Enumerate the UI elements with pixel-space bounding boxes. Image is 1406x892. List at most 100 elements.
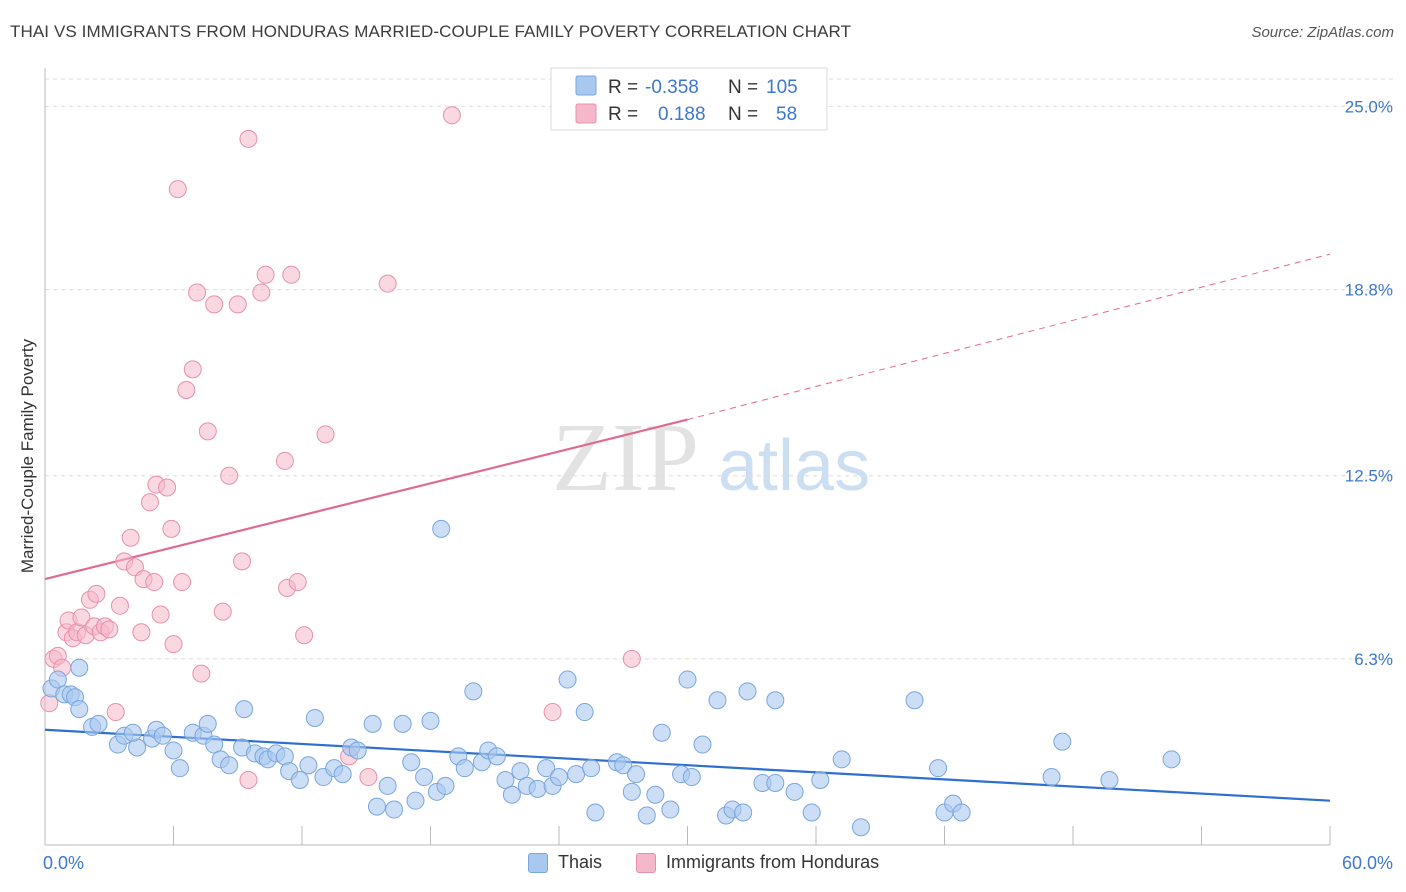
honduras-point xyxy=(228,295,247,314)
honduras-point xyxy=(173,573,192,592)
honduras-point xyxy=(213,602,232,621)
thai-point xyxy=(693,735,712,754)
thai-point xyxy=(1100,771,1119,790)
thai-point xyxy=(646,785,665,804)
thai-point xyxy=(652,723,671,742)
thai-point xyxy=(170,759,189,778)
thai-point xyxy=(406,791,425,810)
chart-title: THAI VS IMMIGRANTS FROM HONDURAS MARRIED… xyxy=(10,22,852,41)
x-tick-label: 60.0% xyxy=(1342,853,1393,873)
honduras-point xyxy=(622,649,641,668)
thai-point xyxy=(123,723,142,742)
thai-point xyxy=(637,806,656,825)
thai-point xyxy=(851,818,870,837)
honduras-point xyxy=(145,573,164,592)
thai-point xyxy=(70,658,89,677)
thai-point xyxy=(734,803,753,822)
thai-point xyxy=(299,756,318,775)
honduras-point xyxy=(378,274,397,293)
honduras-point xyxy=(188,283,207,302)
honduras-trend-extension xyxy=(687,253,1331,421)
thai-point xyxy=(464,682,483,701)
thai-point xyxy=(348,741,367,760)
thai-point xyxy=(586,803,605,822)
watermark: ZIP atlas xyxy=(552,404,870,512)
honduras-point xyxy=(233,552,252,571)
thai-point xyxy=(402,753,421,772)
trend-lines xyxy=(44,253,1331,802)
legend-r-value-honduras: 0.188 xyxy=(658,104,706,125)
honduras-point xyxy=(40,694,59,713)
honduras-point xyxy=(132,623,151,642)
honduras-point xyxy=(252,283,271,302)
legend-swatch-thais xyxy=(528,852,548,873)
thai-point xyxy=(708,691,727,710)
thai-point xyxy=(766,773,785,792)
thai-point xyxy=(432,519,451,538)
thai-point xyxy=(582,759,601,778)
watermark-atlas: atlas xyxy=(718,426,870,506)
honduras-point xyxy=(316,425,335,444)
legend-n-value-honduras: 58 xyxy=(776,104,797,125)
legend-label-honduras: Immigrants from Honduras xyxy=(666,852,880,872)
y-tick-label: 25.0% xyxy=(1345,97,1393,116)
thai-point xyxy=(952,803,971,822)
legend-swatch-honduras xyxy=(636,852,657,873)
y-tick-label: 18.8% xyxy=(1345,281,1393,300)
honduras-point xyxy=(168,180,187,199)
honduras-point xyxy=(256,265,275,284)
thai-point xyxy=(70,700,89,719)
legend-label-thais: Thais xyxy=(558,852,603,872)
thai-point xyxy=(421,711,440,730)
thai-point xyxy=(802,803,821,822)
honduras-point xyxy=(543,703,562,722)
honduras-trend-line xyxy=(44,418,688,581)
legend-r-label-honduras: R = xyxy=(608,104,638,125)
legend-r-value-thai: -0.358 xyxy=(645,77,699,98)
thai-point xyxy=(528,779,547,798)
honduras-point xyxy=(288,573,307,592)
honduras-point xyxy=(282,265,301,284)
x-tick-label: 0.0% xyxy=(43,853,84,873)
honduras-point xyxy=(239,129,258,148)
thai-point xyxy=(153,726,172,745)
legend-n-label-thai: N = xyxy=(728,77,758,98)
thai-point xyxy=(682,768,701,787)
thai-point xyxy=(661,800,680,819)
thai-point xyxy=(614,756,633,775)
thai-point xyxy=(550,768,568,787)
honduras-point xyxy=(100,620,119,639)
thai-point xyxy=(333,765,352,784)
honduras-point xyxy=(87,584,106,603)
thai-point xyxy=(929,759,948,778)
honduras-point xyxy=(183,360,202,379)
legend-bottom: Thais Immigrants from Honduras xyxy=(528,852,913,873)
watermark-zip: ZIP xyxy=(552,404,699,512)
thai-point xyxy=(89,714,108,733)
thai-point xyxy=(832,750,851,769)
thai-point xyxy=(455,759,474,778)
legend-item-thais: Thais xyxy=(528,852,602,873)
honduras-point xyxy=(177,381,196,400)
thai-point xyxy=(738,682,757,701)
thai-point xyxy=(567,765,586,784)
thai-point xyxy=(678,670,697,689)
honduras-point xyxy=(110,596,129,615)
legend-r-label-thai: R = xyxy=(608,77,638,98)
thai-point xyxy=(290,771,309,790)
thai-point xyxy=(811,771,830,790)
legend-item-honduras: Immigrants from Honduras xyxy=(636,852,879,873)
thai-point xyxy=(558,670,577,689)
data-points xyxy=(40,106,1181,837)
tick-labels: 6.3% 12.5% 18.8% 25.0% 0.0% 60.0% xyxy=(43,97,1393,873)
honduras-point xyxy=(442,106,461,125)
thai-point xyxy=(905,691,924,710)
honduras-point xyxy=(239,771,258,790)
legend-box: R = -0.358 N = 105 R = 0.188 N = 58 xyxy=(550,67,828,131)
thai-point xyxy=(415,768,434,787)
honduras-point xyxy=(121,528,140,547)
thai-point xyxy=(393,714,412,733)
honduras-point xyxy=(220,466,239,485)
thai-point xyxy=(627,765,646,784)
